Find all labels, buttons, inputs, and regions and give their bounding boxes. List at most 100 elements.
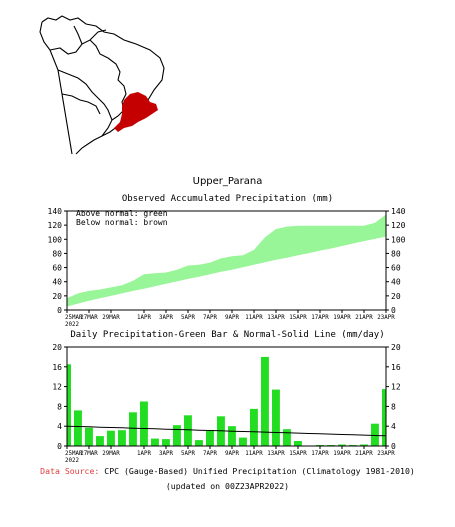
chart1-ytick-label-left: 60: [52, 264, 62, 273]
chart2-xtick-label: 25MAR: [65, 451, 83, 457]
chart1-ytick-label-right: 120: [391, 221, 406, 230]
chart2-ytick-label-right: 12: [391, 383, 401, 392]
location-map: [39, 15, 165, 155]
chart1-xtick-label: 25MAR: [65, 315, 83, 321]
chart2-bar: [74, 410, 82, 446]
chart1-plot: [67, 214, 386, 307]
chart2-xtick-label: 21APR: [355, 451, 373, 457]
chart1-ytick-label-left: 80: [52, 249, 62, 258]
chart1-ytick-label-right: 60: [391, 264, 401, 273]
chart1-ytick-label-left: 120: [48, 221, 63, 230]
chart2-bar: [151, 438, 159, 446]
chart1-ytick-label-right: 20: [391, 292, 401, 301]
chart1-xtick-label: 23APR: [377, 315, 395, 321]
chart2-bar: [382, 389, 386, 446]
chart2-ytick-label-right: 16: [391, 363, 401, 372]
chart2-ytick-label-left: 0: [57, 442, 62, 451]
chart2-frame: [66, 346, 387, 447]
chart1-xtick-label: 3APR: [159, 315, 173, 321]
chart2-bar: [206, 430, 214, 446]
chart2-bar: [96, 436, 104, 446]
chart2-xtick-label: 29MAR: [102, 451, 120, 457]
chart1-ytick-label-right: 100: [391, 235, 406, 244]
chart2-bar: [118, 430, 126, 446]
data-source-label: Data Source:: [40, 466, 100, 476]
chart1-xtick-label: 21APR: [355, 315, 373, 321]
chart2-xtick-label: 9APR: [225, 451, 239, 457]
chart2-xtick-label: 17APR: [311, 451, 329, 457]
chart2-xtick-label: 3APR: [159, 451, 173, 457]
chart1-xtick-label: 29MAR: [102, 315, 120, 321]
chart1-ytick-label-left: 40: [52, 278, 62, 287]
chart2-ytick-label-right: 4: [391, 422, 396, 431]
chart2-ytick-label-right: 0: [391, 442, 396, 451]
chart1-ytick-label-right: 0: [391, 306, 396, 315]
chart2-bar: [85, 427, 93, 446]
chart2-ytick-label-left: 12: [52, 383, 62, 392]
chart2-xtick-label: 11APR: [245, 451, 263, 457]
chart1-xtick-label: 7APR: [203, 315, 217, 321]
chart2-bar: [184, 415, 192, 446]
chart2-xtick-label: 7APR: [203, 451, 217, 457]
chart2-xtick-label: 27MAR: [80, 451, 98, 457]
accumulated-precip-chart: Observed Accumulated Precipitation (mm) …: [48, 194, 406, 326]
chart2-normal-line: [66, 425, 387, 437]
chart2-xtick-label: 19APR: [333, 451, 351, 457]
chart2-bar: [140, 401, 148, 446]
chart1-ytick-label-right: 140: [391, 207, 406, 216]
chart2-xtick-label: 13APR: [267, 451, 285, 457]
chart1-xtick-label: 1APR: [137, 315, 151, 321]
map-region-upper-parana: [114, 92, 158, 132]
chart1-above-normal-area: [67, 214, 386, 307]
chart1-xtick-label: 17APR: [311, 315, 329, 321]
chart2-xtick-label: 5APR: [181, 451, 195, 457]
chart2-bar: [283, 429, 291, 446]
chart1-annotation-below: Below normal: brown: [76, 218, 168, 227]
daily-precip-chart: Daily Precipitation-Green Bar & Normal-S…: [52, 330, 400, 462]
chart2-bar: [239, 437, 247, 446]
map-coastline: [39, 15, 165, 155]
chart1-xtick-label: 19APR: [333, 315, 351, 321]
chart1-ytick-label-left: 100: [48, 235, 63, 244]
chart2-xtick-year: 2022: [65, 458, 79, 462]
chart2-bar: [228, 426, 236, 446]
chart2-ytick-label-left: 20: [52, 343, 62, 352]
chart2-ytick-label-right: 8: [391, 402, 396, 411]
data-source-line: Data Source: CPC (Gauge-Based) Unified P…: [0, 466, 455, 476]
chart1-ytick-label-right: 40: [391, 278, 401, 287]
data-source-text: CPC (Gauge-Based) Unified Precipitation …: [104, 466, 415, 476]
chart1-xtick-label: 27MAR: [80, 315, 98, 321]
chart2-bar: [360, 444, 368, 446]
chart1-annotation-above: Above normal: green: [76, 209, 168, 218]
chart2-bar: [261, 356, 269, 446]
chart2-title: Daily Precipitation-Green Bar & Normal-S…: [70, 330, 384, 340]
chart1-ytick-label-right: 80: [391, 249, 401, 258]
chart2-bar: [338, 444, 346, 446]
chart2-bar: [250, 408, 258, 446]
chart2-ytick-label-right: 20: [391, 343, 401, 352]
updated-line: (updated on 00Z23APR2022): [165, 481, 290, 491]
chart2-xtick-label: 15APR: [289, 451, 307, 457]
chart2-bar: [107, 430, 115, 446]
chart2-bar: [173, 425, 181, 446]
chart1-title: Observed Accumulated Precipitation (mm): [122, 194, 333, 204]
chart1-frame: [66, 210, 387, 311]
chart2-bar: [129, 412, 137, 446]
chart2-bar: [294, 441, 302, 446]
chart2-ytick-label-left: 4: [57, 422, 62, 431]
chart1-xtick-label: 9APR: [225, 315, 239, 321]
chart1-ytick-label-left: 20: [52, 292, 62, 301]
chart2-bar: [371, 423, 379, 446]
chart1-ytick-label-left: 140: [48, 207, 63, 216]
chart2-bar: [272, 389, 280, 446]
chart1-xtick-label: 5APR: [181, 315, 195, 321]
chart1-ytick-label-left: 0: [57, 306, 62, 315]
chart1-xtick-year: 2022: [65, 322, 79, 326]
chart2-bar: [67, 364, 71, 446]
chart1-xtick-label: 11APR: [245, 315, 263, 321]
chart2-ytick-label-left: 16: [52, 363, 62, 372]
chart2-xtick-label: 23APR: [377, 451, 395, 457]
chart1-axes: 0 0 20 20 40 40 60 60 80 80 100 100 120 120 140 140 25MA…: [48, 207, 406, 326]
chart1-xtick-label: 13APR: [267, 315, 285, 321]
